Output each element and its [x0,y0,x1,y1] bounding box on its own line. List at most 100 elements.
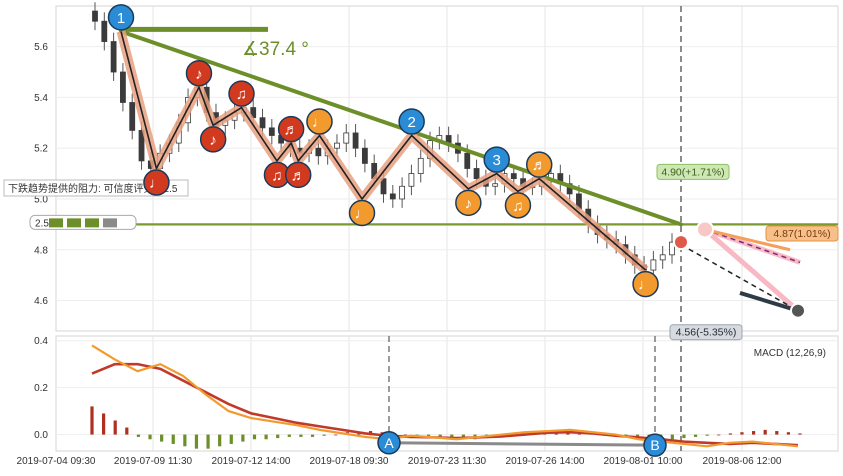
x-tick-label: 2019-07-23 11:30 [408,456,487,467]
macd-histogram-bar [682,434,686,439]
wave-marker [199,126,227,153]
macd-histogram-bar [218,434,222,447]
macd-marker-label: B [650,437,659,453]
wave-marker-label: ♪ [195,66,203,83]
projection-label-box [669,324,743,341]
wave-marker-label: ♬ [532,157,547,174]
macd-histogram-bar [322,434,326,436]
projection-label-box [765,225,839,242]
x-tick-label: 2019-07-18 09:30 [310,456,389,467]
candle-body [669,241,675,256]
candle-body [510,173,517,180]
macd-marker [377,431,401,455]
macd-histogram-bar [740,432,744,435]
x-tick-label: 2019-07-09 11:30 [114,456,193,467]
projection-start-dot [673,234,689,251]
macd-line [91,344,799,448]
wave-marker-label: ♪ [209,132,217,149]
candle-body [464,152,471,169]
wave-marker [284,161,312,189]
candle-body [352,132,359,149]
wave-line [120,31,647,271]
wave-marker-label: ♬ [284,122,299,139]
candle-body [110,41,117,73]
macd-histogram-bar [426,434,431,437]
macd-histogram-bar [241,434,245,442]
resistance-note-box [3,179,189,197]
wave-marker-label: ♩ [149,175,164,192]
projection-label: 4.56(-5.35%) [676,327,737,339]
macd-histogram-bar [206,434,210,449]
macd-histogram-bar [334,434,338,436]
macd-histogram-bar [276,434,280,439]
candle-body [361,147,368,164]
macd-histogram-bar [90,406,94,435]
projection-end-dot [790,302,806,319]
macd-histogram-bar [171,434,175,444]
wave-marker-label: ♬ [291,167,306,184]
projection-down [739,291,799,313]
x-tick-label: 2019-07-12 14:00 [212,456,291,467]
macd-histogram-bar [125,427,129,435]
macd-histogram-bar [775,431,779,435]
macd-histogram-bar [264,434,268,440]
candle-body [650,259,657,271]
trend-angle-label: ∡37.4 ° [242,39,309,60]
x-tick-label: 2019-07-04 09:30 [17,456,96,467]
wave-marker [632,270,659,298]
wave-marker [398,108,425,135]
wave-marker-label: 2 [407,114,415,131]
projection-fan-dash [680,244,799,312]
wave-marker [525,151,553,178]
candle-body [399,185,406,200]
wave-marker [348,199,376,227]
score-icon [67,218,81,228]
score-icon [103,218,117,228]
macd-histogram-bar [635,434,640,437]
macd-marker-label: A [384,435,394,451]
x-tick-label: 2019-08-01 10:00 [604,456,683,467]
macd-histogram-bar [786,432,790,435]
macd-histogram-bar [438,434,442,437]
macd-y-tick-label: 0.0 [34,430,48,441]
macd-histogram-bar [798,433,802,435]
macd-y-tick-label: 0.2 [34,383,48,394]
candle-body [92,10,98,22]
price-y-tick-label: 5.6 [34,42,48,53]
wave-marker-label: ♪ [465,195,473,212]
projection-node [696,220,714,239]
candle-body [659,254,666,261]
macd-histogram-bar [751,431,756,435]
macd-histogram-bar [136,434,141,437]
price-y-tick-label: 5.0 [34,194,48,205]
resistance-note: 下跌趋势提供的阻力: 可信度评分：2.5 [8,182,178,195]
candle-body [389,193,396,200]
candle-body [259,117,266,129]
macd-histogram-bar [624,434,628,436]
macd-histogram-bar [693,434,698,437]
macd-histogram-bar [403,434,407,436]
wave-marker-label: 3 [493,152,501,169]
candle-body [417,157,424,174]
wave-marker [306,108,333,135]
candle-body [138,130,145,162]
wave-marker [277,115,305,143]
macd-histogram-bar [450,434,454,439]
macd-title: MACD (12,26,9) [754,348,826,359]
projection-fan-dash [704,228,801,264]
projection-label: 4.87(1.01%) [773,228,830,240]
macd-histogram-bar [102,413,106,435]
candle-body [129,102,136,131]
price-y-tick-label: 4.6 [34,296,48,307]
macd-histogram-bar [194,434,199,449]
macd-histogram-bar [252,434,257,440]
wave-marker [185,60,213,87]
projection-fan [703,227,800,313]
candle-body [408,173,415,187]
macd-histogram-bar [183,434,187,447]
macd-histogram-bar [763,429,767,435]
candle-body [315,147,322,157]
macd-histogram-bar [229,434,233,444]
